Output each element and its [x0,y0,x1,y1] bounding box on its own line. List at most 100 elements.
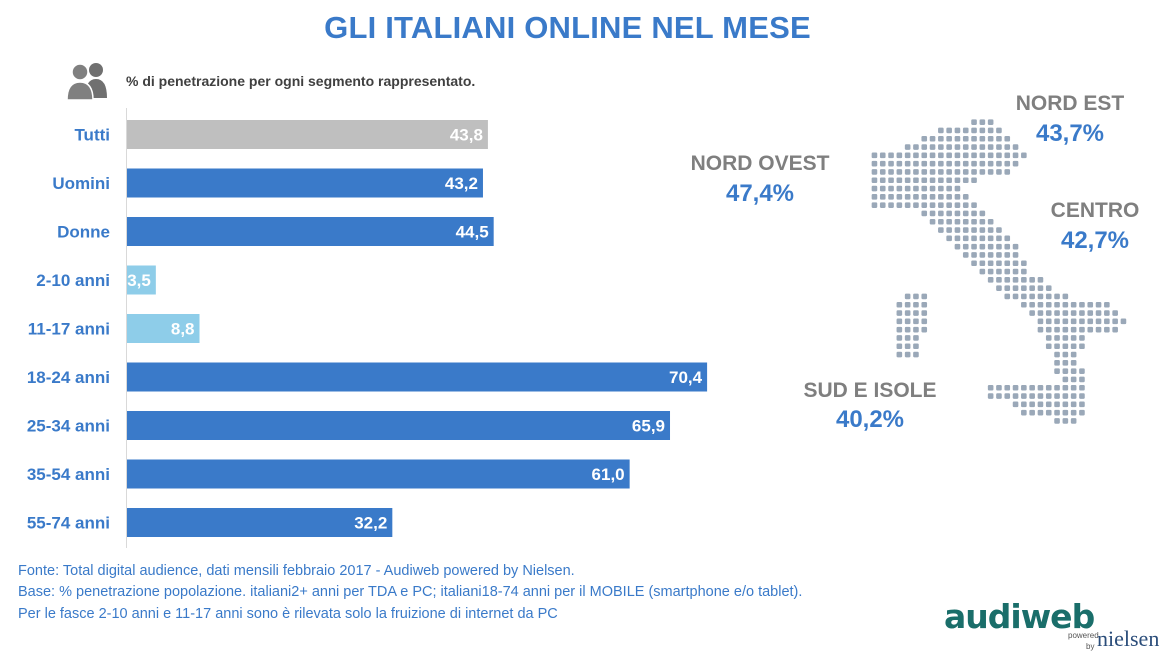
map-dot [1021,409,1027,416]
bar [127,265,156,295]
map-dot [1029,384,1035,391]
map-dot [1037,301,1044,308]
map-dot [1045,301,1052,308]
map-dot [1045,293,1052,300]
map-dot [929,194,936,200]
data-label: 43,8 [450,126,483,145]
map-dot [971,260,977,267]
map-dot [921,177,928,184]
audiweb-logo: audiweb [944,597,1095,636]
map-dot [871,194,878,200]
map-dot [971,135,977,142]
map-dot [979,218,986,225]
map-dot [979,152,986,159]
map-dot [979,144,986,150]
map-dot [1087,326,1094,333]
map-dot [929,169,936,175]
map-dot [1037,277,1044,283]
map-dot [929,210,936,217]
map-dot [1029,401,1035,408]
map-dot [954,210,961,217]
map-dot [1012,293,1019,300]
map-dot [962,160,969,167]
map-dot [913,293,919,300]
map-dot [1004,393,1011,399]
map-dot [1021,268,1027,275]
map-dot [1037,401,1044,408]
bar [127,168,483,198]
map-dot [954,177,961,184]
map-dot [904,202,911,208]
map-dot [904,152,911,159]
chart-subtitle: % di penetrazione per ogni segmento rapp… [126,73,476,89]
map-dot [1004,243,1011,250]
map-dot [871,152,878,159]
map-dot [1004,160,1011,167]
map-dot [896,310,903,316]
map-dot [1021,384,1027,391]
data-label: 44,5 [456,223,489,242]
map-dot [929,144,936,150]
map-dot [954,185,961,192]
map-dot [1054,360,1060,366]
map-dot [896,152,903,159]
map-dot [879,177,886,184]
map-dot [871,160,878,167]
map-dot [1095,318,1102,325]
map-dot [921,293,928,300]
map-dot [987,384,994,391]
map-dot [938,169,944,175]
map-dot [1062,310,1069,316]
map-dot [913,335,919,341]
map-dot [1045,318,1052,325]
map-dot [896,169,903,175]
map-dot [971,169,977,175]
bar [127,411,671,440]
map-dot [921,135,928,142]
map-dot [904,351,911,358]
map-dot [896,301,903,308]
map-dot [971,144,977,150]
map-dot [938,160,944,167]
map-dot [1037,285,1044,291]
map-dot [971,227,977,233]
map-dot [938,202,944,208]
map-dot [879,152,886,159]
map-dot [913,185,919,192]
map-dot [913,177,919,184]
map-dot [946,144,952,150]
region-value-centro: 42,7% [1060,227,1130,254]
map-dot [1070,368,1077,374]
map-dot [979,169,986,175]
map-dot [954,152,961,159]
map-dot [938,194,944,200]
map-dot [1112,310,1118,316]
map-dot [913,343,919,350]
map-dot [1104,310,1110,316]
map-dot [1062,401,1069,408]
map-dot [954,243,961,250]
map-dot [1012,277,1019,283]
map-dot [888,169,894,175]
map-dot [996,384,1002,391]
map-dot [946,185,952,192]
map-dot [971,235,977,242]
map-dot [979,260,986,267]
map-dot [1070,418,1077,424]
map-dot [946,160,952,167]
map-dot [996,393,1002,399]
map-dot [979,127,986,134]
map-dot [1070,335,1077,341]
map-dot [913,326,919,333]
map-dot [946,227,952,233]
map-dot [1062,384,1069,391]
map-dot [921,326,928,333]
map-dot [1004,384,1011,391]
data-label: 65,9 [632,417,665,436]
map-dot [904,293,911,300]
map-dot [904,301,911,308]
people-icon [66,63,107,100]
map-dot [1021,277,1027,283]
data-label: 3,5 [127,271,151,290]
chart-title: GLI ITALIANI ONLINE NEL MESE [324,10,811,45]
